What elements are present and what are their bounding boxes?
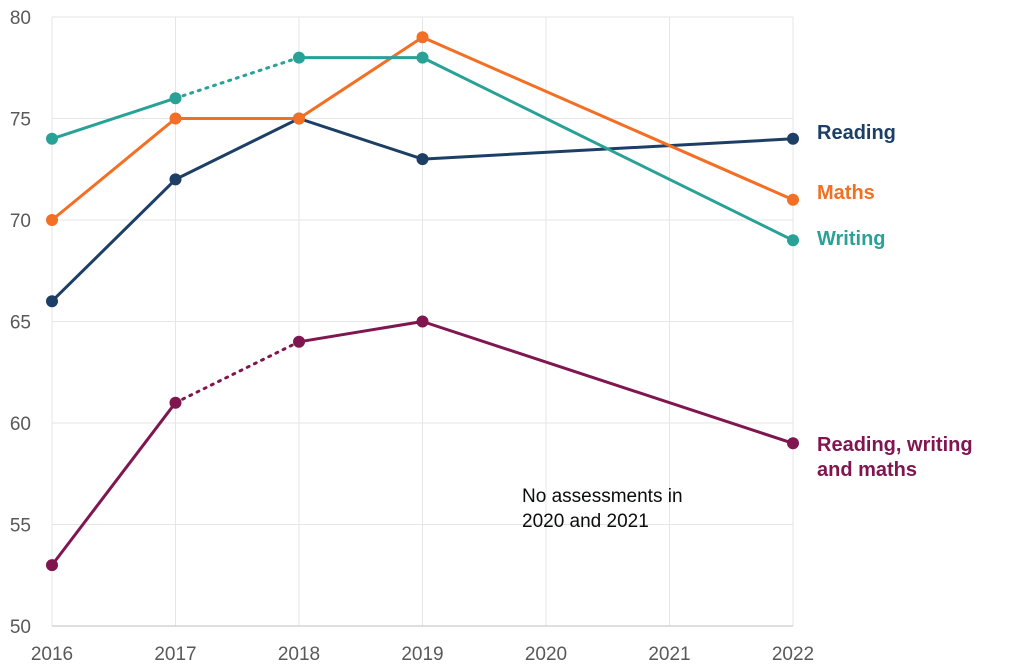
note-line: 2020 and 2021 <box>522 511 649 532</box>
series-line-segment <box>421 35 795 202</box>
data-point <box>787 437 799 450</box>
series-label-line: Reading, writing <box>817 434 973 456</box>
series-label-line: Reading <box>817 122 896 144</box>
series-label-line: Maths <box>817 182 875 204</box>
series-line-segment <box>50 117 177 222</box>
y-tick-label: 75 <box>10 110 31 131</box>
y-tick-label: 80 <box>10 8 31 29</box>
x-tick-label: 2018 <box>278 644 320 665</box>
series-line-segment <box>50 177 177 303</box>
y-tick-label: 65 <box>10 313 31 334</box>
series-line-segment <box>174 340 301 405</box>
data-point <box>169 112 182 125</box>
series-labels: Reading Maths Writing Reading, writing and m… <box>817 122 973 481</box>
series-line-segment <box>297 117 424 161</box>
data-point <box>293 51 305 64</box>
series-label: Writing <box>817 228 886 250</box>
series-label-line: and maths <box>817 459 917 481</box>
series-label-line: Writing <box>817 228 886 250</box>
data-point <box>416 51 429 64</box>
series-label: Reading <box>817 122 896 144</box>
y-tick-label: 55 <box>10 516 31 537</box>
series-lines <box>50 35 795 567</box>
data-point <box>787 132 799 145</box>
data-point <box>46 214 58 226</box>
series-line-segment <box>297 320 424 344</box>
series-label: Reading, writing and maths <box>817 434 973 481</box>
x-tick-label: 2022 <box>772 644 814 665</box>
series-label: Maths <box>817 182 875 204</box>
no-assessments-note: No assessments in 2020 and 2021 <box>522 486 683 532</box>
x-tick-label: 2020 <box>525 644 567 665</box>
note-line: No assessments in <box>522 486 683 507</box>
data-point <box>293 112 305 125</box>
series-line-segment <box>174 56 301 100</box>
annotation-note: No assessments in 2020 and 2021 <box>522 486 683 532</box>
y-tick-label: 50 <box>10 617 31 638</box>
series-line-segment <box>421 56 795 242</box>
data-point <box>46 559 58 572</box>
data-point <box>787 234 799 247</box>
data-point <box>416 31 429 44</box>
data-point <box>169 173 182 186</box>
series-line-segment <box>421 320 795 445</box>
x-tick-label: 2021 <box>648 644 690 665</box>
series-line-segment <box>50 401 177 567</box>
data-point <box>416 315 429 328</box>
data-point <box>293 335 305 348</box>
y-tick-label: 60 <box>10 414 31 435</box>
y-axis-tick-labels: 50 55 60 65 70 75 80 <box>10 8 31 638</box>
series-line-segment <box>174 117 301 181</box>
x-axis-tick-labels: 2016 2017 2018 2019 2020 2021 2022 <box>31 644 814 665</box>
data-point <box>416 153 429 166</box>
y-tick-label: 70 <box>10 211 31 232</box>
data-point <box>46 295 58 308</box>
series-line-segment <box>297 35 424 120</box>
data-point <box>46 132 58 145</box>
data-point <box>787 193 799 206</box>
data-point <box>169 92 182 105</box>
series-line-segment <box>50 96 177 141</box>
x-tick-label: 2017 <box>154 644 196 665</box>
x-tick-label: 2019 <box>401 644 443 665</box>
data-point <box>169 396 182 409</box>
series-points <box>46 31 799 572</box>
x-tick-label: 2016 <box>31 644 73 665</box>
